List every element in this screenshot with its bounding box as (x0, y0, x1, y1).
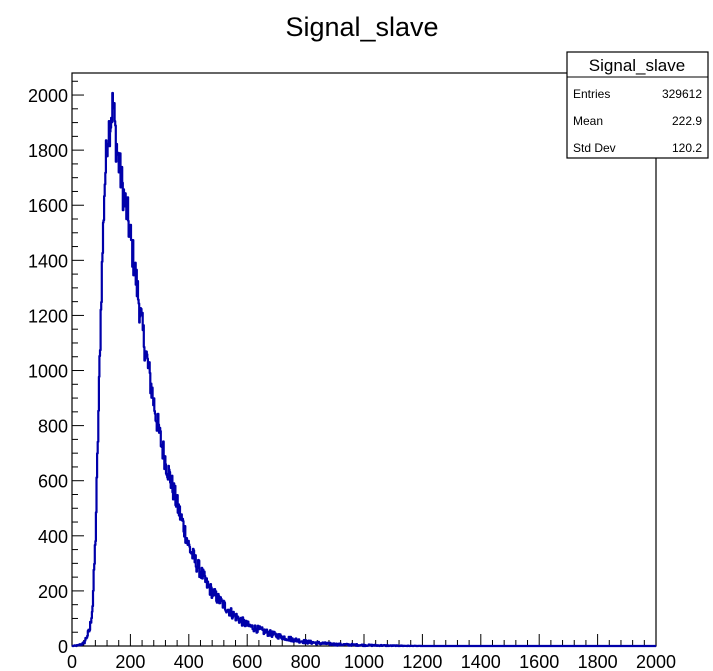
y-tick-label: 1600 (28, 196, 68, 216)
chart-title: Signal_slave (285, 12, 438, 42)
y-tick-label: 1400 (28, 251, 68, 271)
x-tick-label: 2000 (636, 652, 676, 671)
x-tick-label: 0 (67, 652, 77, 671)
stats-box: Signal_slave Entries 329612 Mean 222.9 S… (566, 51, 709, 159)
x-tick-label: 600 (232, 652, 262, 671)
x-tick-label: 1200 (402, 652, 442, 671)
x-tick-label: 200 (115, 652, 145, 671)
y-tick-label: 400 (38, 527, 68, 547)
stats-stddev-value: 120.2 (672, 141, 702, 155)
x-tick-label: 400 (174, 652, 204, 671)
stats-entries-label: Entries (573, 87, 610, 101)
x-tick-label: 800 (291, 652, 321, 671)
x-axis: 0 200 400 600 800 1000 1200 1400 1600 1800 2000 (67, 634, 676, 671)
stats-mean-label: Mean (573, 114, 603, 128)
plot-frame (71, 72, 657, 647)
y-tick-label: 600 (38, 472, 68, 492)
y-tick-label: 1200 (28, 306, 68, 326)
stats-mean-value: 222.9 (672, 114, 702, 128)
stats-stddev-label: Std Dev (573, 141, 616, 155)
y-axis: 0 200 400 600 800 1000 1200 1400 1600 1800 2000 (28, 80, 84, 657)
x-tick-label: 1000 (344, 652, 384, 671)
y-tick-label: 800 (38, 417, 68, 437)
x-tick-label: 1800 (578, 652, 618, 671)
stats-box-frame (566, 51, 709, 159)
y-tick-label: 200 (38, 582, 68, 602)
y-tick-label: 2000 (28, 86, 68, 106)
histogram-series-line (71, 91, 656, 648)
x-tick-label: 1400 (461, 652, 501, 671)
x-tick-label: 1600 (519, 652, 559, 671)
stats-box-title: Signal_slave (589, 56, 685, 75)
stats-entries-value: 329612 (662, 87, 702, 101)
y-tick-label: 0 (58, 637, 68, 657)
y-tick-label: 1800 (28, 141, 68, 161)
y-tick-label: 1000 (28, 362, 68, 382)
